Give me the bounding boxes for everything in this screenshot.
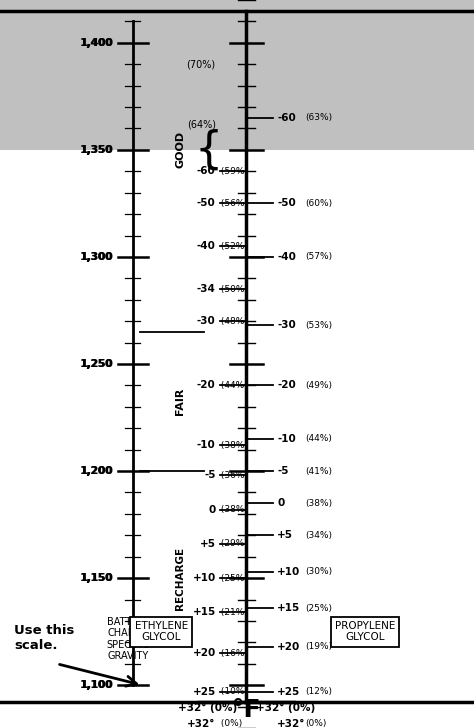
Text: +32° (0%): +32° (0%) (256, 703, 315, 713)
Text: -40: -40 (197, 241, 216, 251)
Text: 1,300: 1,300 (81, 252, 114, 262)
Text: {: { (194, 128, 223, 171)
Text: 1,350: 1,350 (80, 145, 113, 155)
Text: (70%): (70%) (187, 59, 216, 69)
Text: (50%): (50%) (218, 285, 248, 293)
Text: +20: +20 (277, 641, 301, 652)
Text: (12%): (12%) (306, 687, 333, 696)
Text: -40: -40 (277, 252, 296, 262)
Text: -50: -50 (277, 199, 296, 208)
Text: 1,250: 1,250 (81, 359, 114, 369)
Text: 1,100: 1,100 (81, 680, 114, 690)
Text: +25: +25 (277, 687, 301, 697)
Text: +32° (0%): +32° (0%) (178, 703, 237, 713)
Text: (21%): (21%) (218, 608, 248, 617)
Text: (10%): (10%) (218, 687, 248, 696)
Text: (53%): (53%) (306, 321, 333, 330)
Text: (41%): (41%) (306, 467, 333, 475)
Text: (38%): (38%) (218, 441, 248, 450)
Text: -60: -60 (197, 166, 216, 176)
Text: (59%): (59%) (218, 167, 248, 175)
Text: 1,150: 1,150 (80, 573, 113, 583)
Text: RECHARGE: RECHARGE (175, 547, 185, 609)
Text: -20: -20 (197, 381, 216, 390)
Text: +20: +20 (192, 648, 216, 658)
Text: -60: -60 (277, 113, 296, 123)
Text: 1,300: 1,300 (80, 252, 113, 262)
Text: 1,400: 1,400 (81, 38, 114, 48)
Text: (25%): (25%) (306, 604, 333, 612)
Text: (48%): (48%) (218, 317, 248, 325)
Text: +5: +5 (277, 530, 293, 540)
Text: 1,100: 1,100 (80, 680, 113, 690)
Text: -10: -10 (277, 434, 296, 444)
Text: (36%): (36%) (218, 471, 248, 480)
Text: 0: 0 (277, 498, 284, 508)
Text: (16%): (16%) (218, 649, 248, 657)
Text: 1,250: 1,250 (80, 359, 113, 369)
Text: (44%): (44%) (218, 381, 248, 390)
Text: BATTERY
CHARGE
SPECIFIC
GRAVITY: BATTERY CHARGE SPECIFIC GRAVITY (107, 617, 149, 662)
Text: -34: -34 (197, 284, 216, 294)
Text: (30%): (30%) (306, 567, 333, 576)
Text: +32°: +32° (277, 719, 306, 728)
Text: 0: 0 (209, 505, 216, 515)
Text: (49%): (49%) (306, 381, 333, 390)
Text: -30: -30 (197, 316, 216, 326)
Text: +15: +15 (192, 607, 216, 617)
Text: (25%): (25%) (218, 574, 248, 582)
Text: Use this
scale.: Use this scale. (14, 624, 74, 652)
Text: +10: +10 (192, 573, 216, 583)
Text: -5: -5 (277, 466, 289, 476)
Text: GOOD: GOOD (175, 131, 185, 168)
Text: (0%): (0%) (306, 719, 327, 728)
Text: 1,150: 1,150 (81, 573, 114, 583)
Text: (63%): (63%) (306, 114, 333, 122)
Text: -50: -50 (197, 199, 216, 208)
Text: +5: +5 (200, 539, 216, 549)
Text: (52%): (52%) (218, 242, 248, 250)
Text: +25: +25 (192, 687, 216, 697)
Text: (44%): (44%) (306, 435, 333, 443)
Text: +10: +10 (277, 566, 301, 577)
Text: 1,400: 1,400 (80, 38, 113, 48)
Text: PROPYLENE
GLYCOL: PROPYLENE GLYCOL (335, 621, 395, 642)
Text: +32°: +32° (187, 719, 216, 728)
Text: -10: -10 (197, 440, 216, 451)
Text: -30: -30 (277, 320, 296, 331)
Text: -20: -20 (277, 381, 296, 390)
Text: (64%): (64%) (187, 119, 216, 129)
Text: (38%): (38%) (306, 499, 333, 507)
Text: FAIR: FAIR (175, 388, 185, 415)
Text: 1,200: 1,200 (80, 466, 113, 476)
Text: (29%): (29%) (218, 539, 248, 548)
Text: (56%): (56%) (218, 199, 248, 208)
Bar (0, 0, 474, 150)
Text: 1,350: 1,350 (81, 145, 114, 155)
Text: (0%): (0%) (218, 719, 242, 728)
Text: 1,200: 1,200 (81, 466, 114, 476)
Text: (57%): (57%) (306, 253, 333, 261)
Text: +15: +15 (277, 603, 301, 613)
Text: (34%): (34%) (306, 531, 333, 539)
Text: -5: -5 (204, 470, 216, 480)
Text: °F: °F (232, 697, 261, 721)
Text: (19%): (19%) (306, 642, 333, 651)
Text: ETHYLENE
GLYCOL: ETHYLENE GLYCOL (135, 621, 188, 642)
Text: (38%): (38%) (218, 505, 248, 514)
Text: (60%): (60%) (306, 199, 333, 208)
